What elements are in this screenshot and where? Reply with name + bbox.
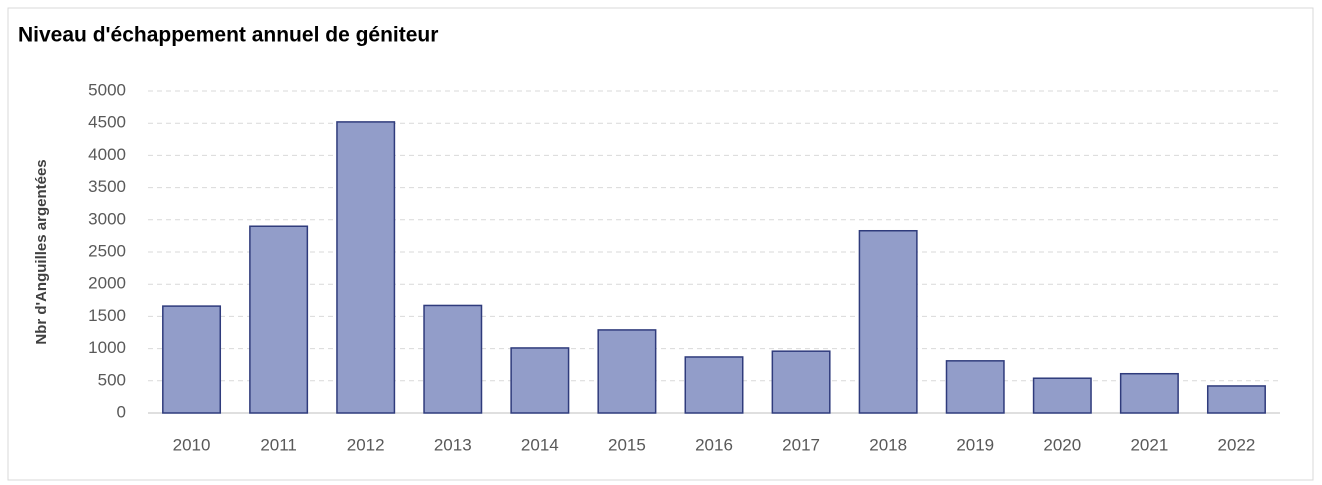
x-tick-label: 2018 — [869, 435, 907, 454]
bar — [684, 356, 744, 414]
y-tick-label: 4000 — [88, 145, 126, 164]
x-tick-label: 2014 — [521, 435, 559, 454]
bar — [249, 225, 309, 414]
x-tick-label: 2021 — [1130, 435, 1168, 454]
bar — [597, 329, 657, 414]
bar — [858, 229, 918, 414]
y-axis-label: Nbr d'Anguilles argentées — [33, 159, 50, 344]
chart-frame — [7, 7, 1314, 481]
y-tick-label: 2500 — [88, 241, 126, 260]
y-tick-label: 5000 — [88, 80, 126, 99]
bar — [945, 360, 1005, 414]
bar — [1206, 385, 1266, 414]
x-tick-label: 2011 — [260, 435, 297, 454]
bar — [162, 305, 222, 414]
y-tick-label: 500 — [98, 370, 126, 389]
y-tick-label: 2000 — [88, 274, 126, 293]
x-tick-label: 2015 — [608, 435, 646, 454]
bar — [1032, 377, 1092, 414]
bar — [423, 304, 483, 414]
x-tick-label: 2012 — [347, 435, 385, 454]
x-tick-label: 2019 — [956, 435, 994, 454]
x-tick-label: 2013 — [434, 435, 472, 454]
y-tick-label: 3000 — [88, 209, 126, 228]
bar — [510, 347, 570, 414]
y-tick-label: 1500 — [88, 306, 126, 325]
y-tick-label: 1000 — [88, 338, 126, 357]
x-tick-label: 2016 — [695, 435, 733, 454]
bar — [336, 121, 396, 414]
x-tick-label: 2020 — [1043, 435, 1081, 454]
y-tick-label: 3500 — [88, 177, 126, 196]
x-tick-label: 2022 — [1218, 435, 1256, 454]
y-tick-label: 4500 — [88, 113, 126, 132]
bar — [1119, 372, 1179, 414]
chart-title: Niveau d'échappement annuel de géniteur — [18, 24, 438, 47]
y-tick-label: 0 — [117, 402, 126, 421]
x-tick-label: 2010 — [173, 435, 211, 454]
bar — [771, 350, 831, 414]
x-tick-label: 2017 — [782, 435, 820, 454]
